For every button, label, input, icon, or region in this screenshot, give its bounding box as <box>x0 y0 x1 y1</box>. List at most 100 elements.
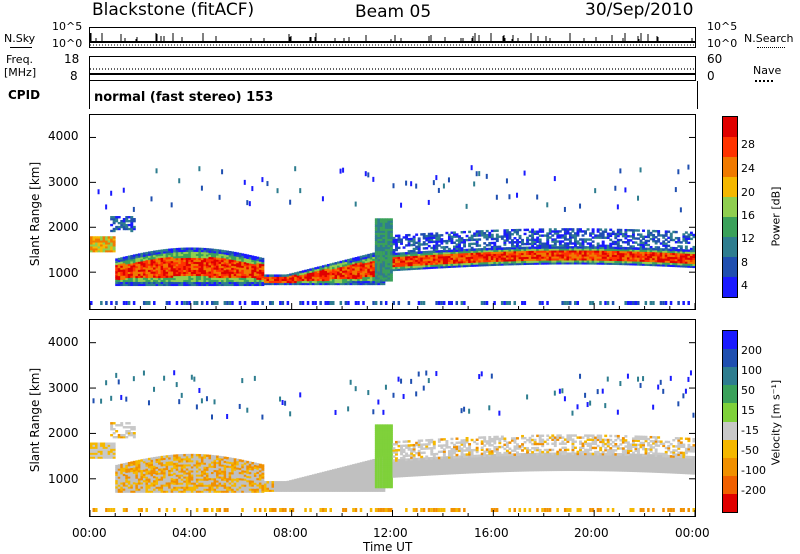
scatter-cell <box>160 279 164 283</box>
scatter-cell <box>294 280 298 284</box>
scatter-cell <box>228 477 232 481</box>
scatter-cell <box>377 240 381 244</box>
scatter-cell <box>437 244 441 247</box>
scatter-cell <box>672 238 676 242</box>
scatter-cell <box>160 476 164 479</box>
scatter-cell <box>183 490 187 493</box>
scatter-cell <box>637 263 640 266</box>
scatter-cell <box>190 255 194 258</box>
scatter-cell <box>374 279 378 282</box>
scatter-cell <box>621 262 625 266</box>
scatter-cell <box>183 261 187 265</box>
scatter-cell <box>364 258 368 261</box>
scatter-cell <box>216 478 219 481</box>
scatter-cell <box>213 267 217 270</box>
scatter-cell <box>112 246 116 249</box>
scatter-cell <box>130 477 134 481</box>
scatter-cell <box>185 253 189 256</box>
scatter-cell <box>92 454 96 457</box>
scatter-cell <box>158 263 161 267</box>
scatter-cell <box>188 453 192 457</box>
scatter-cell <box>387 275 391 278</box>
scatter-cell <box>475 252 479 255</box>
scatter-cell <box>115 219 119 223</box>
scatter-cell <box>120 482 124 485</box>
scatter-cell <box>147 459 151 463</box>
scatter-cell <box>233 488 237 491</box>
scatter-cell <box>228 484 232 487</box>
scatter-cell <box>311 267 315 271</box>
scatter-cell <box>596 248 600 251</box>
scatter-cell <box>672 252 676 256</box>
scatter-cell <box>652 259 656 263</box>
scatter-cell <box>193 265 197 268</box>
scatter-cell <box>216 261 219 264</box>
scatter-cell <box>664 248 668 251</box>
scatter-cell <box>510 245 514 248</box>
scatter-cell <box>211 490 214 493</box>
scatter-cell <box>135 476 139 479</box>
scatter-cell <box>304 282 308 286</box>
scatter-cell <box>195 455 199 459</box>
scatter-cell <box>150 259 154 262</box>
scatter-cell <box>384 220 388 223</box>
scatter-cell <box>332 262 335 266</box>
scatter-cell <box>284 282 288 286</box>
scatter-cell <box>226 258 230 262</box>
scatter-cell <box>193 259 197 262</box>
scatter-cell <box>669 252 673 255</box>
scatter-cell <box>190 277 194 281</box>
scatter-cell <box>526 252 530 255</box>
scatter-cell <box>359 255 363 259</box>
scatter-cell <box>614 254 618 258</box>
scatter-cell <box>574 256 577 259</box>
scatter-cell <box>105 450 109 453</box>
scatter-cell <box>662 264 666 267</box>
scatter-cell <box>687 259 691 262</box>
scatter-cell <box>258 271 262 274</box>
scatter-cell <box>498 257 502 260</box>
scatter-cell <box>205 462 209 465</box>
scatter-cell <box>589 238 593 241</box>
noise-cell <box>132 376 135 382</box>
scatter-cell <box>165 279 169 282</box>
scatter-cell <box>435 232 439 235</box>
scatter-cell <box>248 259 252 262</box>
scatter-cell <box>115 264 119 268</box>
scatter-cell <box>347 278 351 282</box>
scatter-cell <box>168 490 172 493</box>
scatter-cell <box>233 255 237 259</box>
scatter-cell <box>387 254 391 258</box>
scatter-cell <box>102 238 106 241</box>
scatter-cell <box>571 230 575 233</box>
scatter-cell <box>132 273 136 276</box>
scatter-cell <box>430 232 434 236</box>
scatter-cell <box>601 254 605 257</box>
scatter-cell <box>120 467 124 471</box>
scatter-cell <box>256 275 260 278</box>
noise-cell <box>435 175 438 181</box>
noise-cell <box>163 375 166 381</box>
scatter-cell <box>606 244 610 248</box>
scatter-cell <box>243 269 247 273</box>
scatter-cell <box>236 266 240 270</box>
scatter-cell <box>379 250 383 254</box>
scatter-cell <box>437 258 441 261</box>
scatter-cell <box>120 265 124 268</box>
scatter-cell <box>566 262 570 265</box>
scatter-cell <box>236 262 240 266</box>
scatter-cell <box>445 265 449 269</box>
colorbar-swatch <box>723 196 737 218</box>
scatter-cell <box>435 244 439 247</box>
low-range-cell <box>463 301 466 305</box>
noise-cell <box>475 171 478 177</box>
scatter-cell <box>332 276 335 280</box>
scatter-cell <box>478 254 482 257</box>
scatter-cell <box>644 241 648 245</box>
scatter-cell <box>163 480 167 483</box>
scatter-cell <box>596 254 600 257</box>
scatter-cell <box>153 477 156 481</box>
scatter-cell <box>616 248 620 252</box>
scatter-cell <box>185 486 189 489</box>
scatter-cell <box>117 466 121 469</box>
